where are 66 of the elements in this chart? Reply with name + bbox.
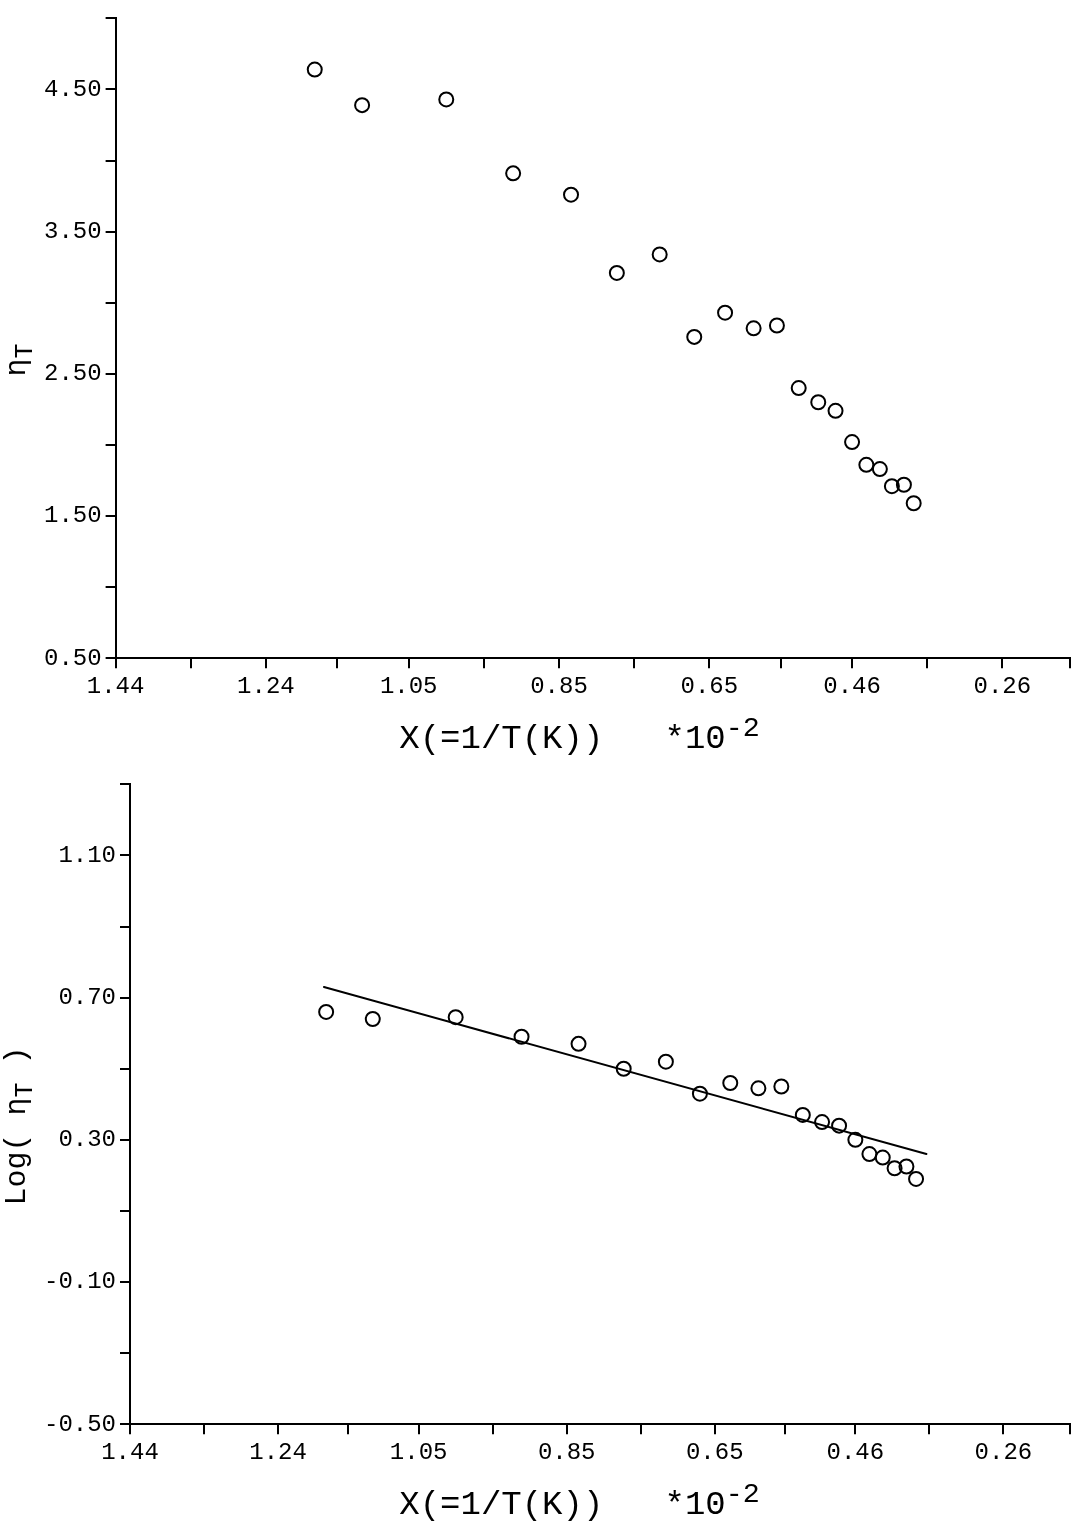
point [898, 1158, 915, 1175]
x-tick-label: 0.85 [530, 672, 588, 700]
y-tick-label: 0.50 [44, 644, 102, 672]
point [513, 1028, 530, 1045]
point [768, 317, 785, 334]
x-tick-label: 0.65 [685, 1438, 744, 1466]
point [570, 1035, 587, 1052]
point [827, 402, 844, 419]
point [306, 61, 323, 78]
y-tick-label: 0.30 [58, 1126, 117, 1154]
point [871, 461, 888, 478]
point [908, 1170, 925, 1187]
point [651, 246, 668, 263]
point [883, 478, 900, 495]
point [364, 1010, 381, 1027]
y-tick-label: 0.70 [58, 984, 117, 1012]
x-tick-label: 0.46 [823, 672, 881, 700]
x-tick-label: 0.26 [974, 1438, 1033, 1466]
y-tick-label: 1.10 [58, 841, 117, 869]
x-axis-title: X(=1/T(K)) *10$^{-2}$ [398, 712, 761, 759]
point [354, 97, 371, 114]
point [563, 186, 580, 203]
y-tick-label: 2.50 [44, 360, 102, 388]
point [608, 264, 625, 281]
point [745, 320, 762, 337]
point [686, 328, 703, 345]
point [615, 1060, 632, 1077]
y-tick-label: -0.10 [44, 1268, 117, 1296]
point [874, 1149, 891, 1166]
point [886, 1160, 903, 1177]
x-tick-label: 0.85 [537, 1438, 596, 1466]
x-tick-label: 1.44 [86, 672, 145, 700]
y-tick-label: 4.50 [44, 75, 102, 103]
point [790, 380, 807, 397]
x-tick-label: 0.26 [973, 672, 1032, 700]
x-tick-label: 1.24 [237, 672, 295, 700]
x-tick-label: 0.46 [826, 1438, 885, 1466]
y-tick-label: 1.50 [44, 502, 102, 530]
point [861, 1146, 878, 1163]
point [750, 1080, 767, 1097]
point [895, 476, 912, 493]
point [717, 304, 734, 321]
point [447, 1009, 464, 1026]
point [844, 434, 861, 451]
x-tick-label: 1.44 [101, 1438, 159, 1466]
x-tick-label: 1.05 [389, 1438, 448, 1466]
x-tick-label: 0.65 [680, 672, 739, 700]
point [773, 1078, 790, 1095]
x-axis-title: X(=1/T(K)) *10$^{-2}$ [398, 1478, 761, 1525]
point [858, 456, 875, 473]
x-tick-label: 1.05 [379, 672, 438, 700]
y-tick-label: -0.50 [44, 1410, 117, 1438]
point [810, 394, 827, 411]
point [831, 1117, 848, 1134]
x-tick-label: 1.24 [249, 1438, 307, 1466]
point [505, 165, 522, 182]
point [657, 1053, 674, 1070]
point [905, 495, 922, 512]
point [814, 1114, 831, 1131]
point [847, 1131, 864, 1148]
y-tick-label: 3.50 [44, 218, 102, 246]
point [722, 1074, 739, 1091]
point [691, 1085, 708, 1102]
point [438, 91, 455, 108]
point [794, 1106, 811, 1123]
point [318, 1003, 335, 1020]
